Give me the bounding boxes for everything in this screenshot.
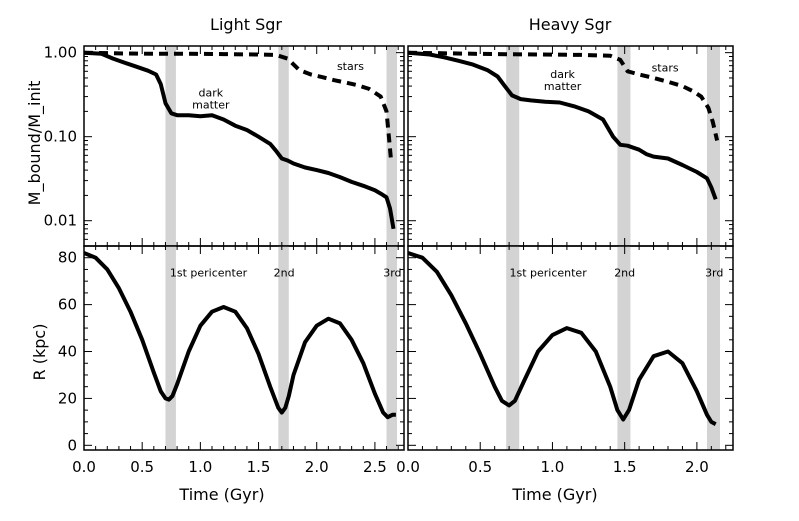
plot-panels: 1.000.100.01darkmatterstarsdarkmattersta…	[44, 44, 734, 476]
series-group	[408, 251, 717, 426]
x-tick-label: 0.5	[130, 458, 154, 476]
annotation-label: 1st pericenter	[509, 266, 587, 279]
y-tick-label: 1.00	[44, 44, 77, 62]
y-tick-label: 20	[58, 389, 77, 407]
pericenter-band-3	[707, 46, 720, 246]
annotation-label: matter	[192, 99, 230, 112]
x-tick-label: 0.0	[72, 458, 96, 476]
annotation-label: 3rd	[383, 266, 401, 279]
x-tick-label: 1.5	[613, 458, 637, 476]
series-group	[408, 50, 720, 200]
annotation-label: stars	[652, 61, 679, 74]
pericenter-band-2	[617, 246, 631, 450]
x-tick-label: 1.5	[247, 458, 271, 476]
pericenter-band-1	[165, 46, 176, 246]
panel-bottom-right: 0.0 0.5 1.0 1.5 2.0 1st pericenter 2nd 3rd	[396, 245, 734, 476]
pericenter-band-2	[278, 46, 289, 246]
series-line-dark-matter	[84, 50, 396, 230]
pericenter-band-1	[506, 46, 520, 246]
x-tick-label: 2.0	[305, 458, 329, 476]
panel-title-light: Light Sgr	[210, 15, 282, 34]
y-tick-label: 80	[58, 249, 77, 267]
series-group	[84, 251, 396, 420]
x-tick-label: 2.5	[363, 458, 387, 476]
y-tick-label: 0.01	[44, 212, 77, 230]
x-tick-label: 0.0	[396, 458, 420, 476]
pericenter-band-3	[386, 46, 398, 246]
annotation-label: dark	[550, 68, 575, 81]
series-line-orbit	[84, 251, 396, 420]
pericenter-band-1	[165, 246, 176, 450]
series-line-orbit	[408, 251, 717, 426]
pericenter-band-3	[707, 246, 720, 450]
x-tick-label: 1.0	[188, 458, 212, 476]
annotation-label: matter	[544, 80, 582, 93]
x-axis-label-right: Time (Gyr)	[511, 485, 597, 504]
panel-bottom-left: 0 20 40 60 80 0.0 0.5 1.0 1.5 2.0 2.5 1st pericente…	[58, 245, 405, 476]
annotation-label: 2nd	[614, 266, 635, 279]
x-tick-label: 2.0	[685, 458, 709, 476]
y-tick-label: 0.10	[44, 128, 77, 146]
y-axis-label-radius: R (kpc)	[30, 324, 49, 381]
pericenter-band-2	[278, 246, 289, 450]
pericenter-band-3	[386, 246, 398, 450]
panel-title-heavy: Heavy Sgr	[529, 15, 612, 34]
series-group	[84, 50, 396, 230]
y-tick-label: 60	[58, 296, 77, 314]
panel-frame	[83, 45, 405, 247]
series-line-dark-matter	[408, 50, 718, 200]
series-line-stars	[84, 50, 394, 163]
y-axis-label-mass: M_bound/M_init	[25, 81, 45, 206]
x-axis-label-left: Time (Gyr)	[178, 485, 264, 504]
y-tick-label: 0	[67, 436, 77, 454]
annotation-label: 1st pericenter	[170, 266, 248, 279]
panel-frame	[407, 245, 734, 451]
annotation-label: 3rd	[705, 266, 723, 279]
annotation-label: stars	[337, 60, 364, 73]
x-tick-label: 1.0	[541, 458, 565, 476]
panel-frame	[83, 245, 405, 451]
y-tick-label: 40	[58, 343, 77, 361]
annotation-label: dark	[199, 87, 224, 100]
x-tick-label: 0.5	[468, 458, 492, 476]
annotation-label: 2nd	[274, 266, 295, 279]
